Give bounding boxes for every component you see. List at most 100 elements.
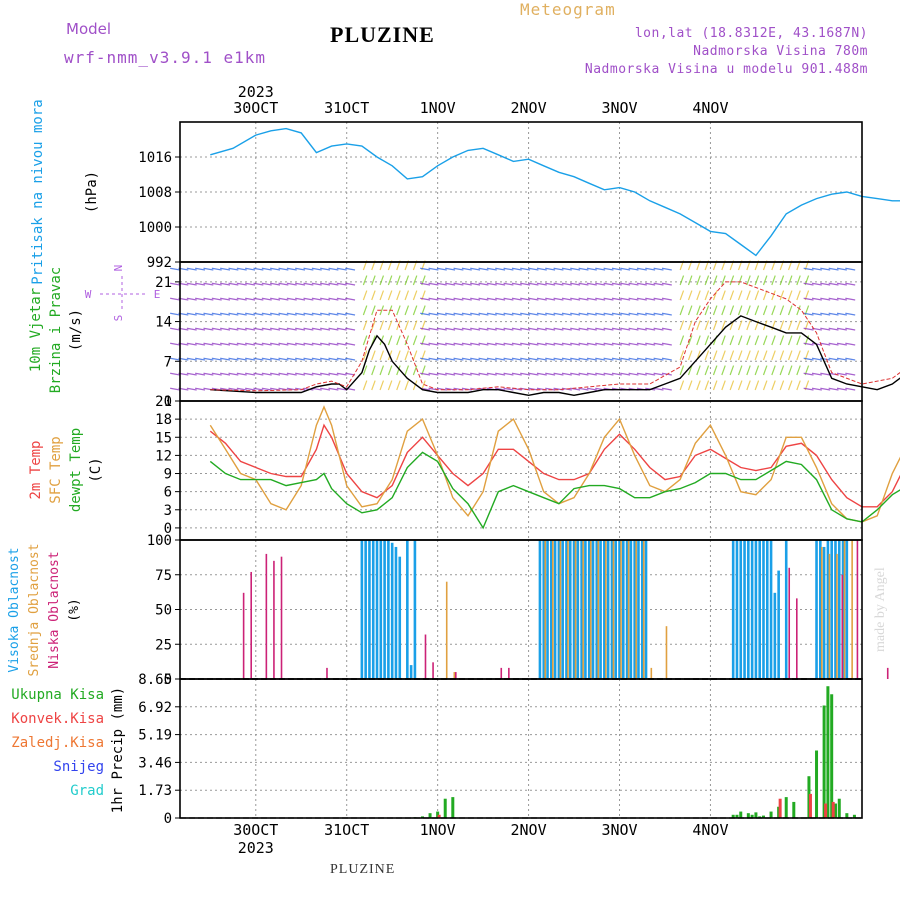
y-tick-label: 6 [164,485,172,501]
cloud-bar [640,540,644,679]
cloud-bar [665,626,668,679]
wind-barb [278,327,289,331]
wind-barb [762,305,768,316]
wind-barb [528,372,539,376]
y-tick-label: 25 [155,637,172,653]
wind-barb [653,342,664,346]
wind-barb [245,387,256,391]
wind-barb [220,297,231,301]
wind-barb [570,267,581,271]
wind-barb [412,380,418,391]
wind-barb [561,312,572,316]
cloud-bar [836,553,838,679]
wind-barb [545,312,556,316]
wind-barb [345,297,356,301]
wind-barb [561,297,572,301]
wind-barb [379,320,385,331]
wind-barb [620,267,631,271]
wind-barb [636,357,647,361]
wind-barb [545,342,556,346]
wind-barb [362,335,368,346]
wind-barb [737,275,743,286]
cloud-bar [758,540,761,679]
wind-barb [362,275,368,286]
wind-barb [412,350,418,361]
cloud-bar [574,540,577,679]
wind-barb [603,342,614,346]
wind-barb [236,342,247,346]
wind-barb [803,342,814,346]
wind-barb [820,327,831,331]
wind-barb [787,275,793,286]
cloud-bar [622,540,625,679]
top-day-label: 3NOV [601,99,637,117]
wind-barb [828,297,839,301]
wind-barb [787,305,793,316]
compass-west: W [85,288,92,301]
wind-barb [270,342,281,346]
y-tick-label: 1.73 [138,783,172,799]
top-day-label: 30OCT [233,99,278,117]
wind-barb [486,312,497,316]
wind-barb [470,312,481,316]
wind-barb [545,327,556,331]
wind-barb [445,342,456,346]
wind-barb [661,267,672,271]
wind-barb [553,282,564,286]
top-year-label: 2023 [238,83,274,101]
cloud-bar [553,540,557,679]
cloud-bar [542,540,546,679]
wind-barb [379,275,385,286]
wind-barb [746,380,751,391]
cloud-bar [413,540,417,679]
wind-barb [836,387,847,391]
wind-barb [228,342,239,346]
cloud-bar [610,540,614,679]
wind-barb [545,267,556,271]
wind-barb [186,387,197,391]
precip-bar [784,797,788,818]
wind-barb [228,357,239,361]
cloud-bar [762,540,765,679]
wind-barb [779,275,785,286]
wind-barb [503,387,514,391]
2m-temp-line [209,423,900,508]
cloud-bar [568,540,572,679]
wind-barb [470,342,481,346]
wind-barb [303,357,314,361]
wind-barb [495,327,506,331]
wind-barb [253,282,264,286]
wind-barb [696,275,701,286]
bottom-year-label: 2023 [238,839,274,857]
wind-barb [687,365,693,376]
wind-barb [661,282,672,286]
wind-barb [362,350,368,361]
wind-barb [336,387,347,391]
wind-barb [595,312,606,316]
wind-barb [261,342,272,346]
wind-barb [236,282,247,286]
wind-barb [687,275,693,286]
cloud-bar [595,540,599,679]
wind-barb [453,297,464,301]
wind-barb [603,372,614,376]
cloud-bar [280,556,283,679]
wind-barb [387,290,393,301]
wind-barb [561,282,572,286]
wind-barb [404,320,410,331]
cloud-bar [625,540,629,679]
wind-barb [261,267,272,271]
wind-barb [428,327,439,331]
wind-barb [404,365,410,376]
wind-barb [746,320,751,331]
wind-barb [796,275,801,286]
wind-barb [328,282,339,286]
wind-barb [436,267,447,271]
cloud-bar [572,540,576,679]
wind-barb [771,305,776,316]
y-tick-label: 1000 [138,220,172,236]
wind-barb [595,327,606,331]
wind-barb [636,312,647,316]
wind-barb [420,312,431,316]
wind-barb [379,365,385,376]
